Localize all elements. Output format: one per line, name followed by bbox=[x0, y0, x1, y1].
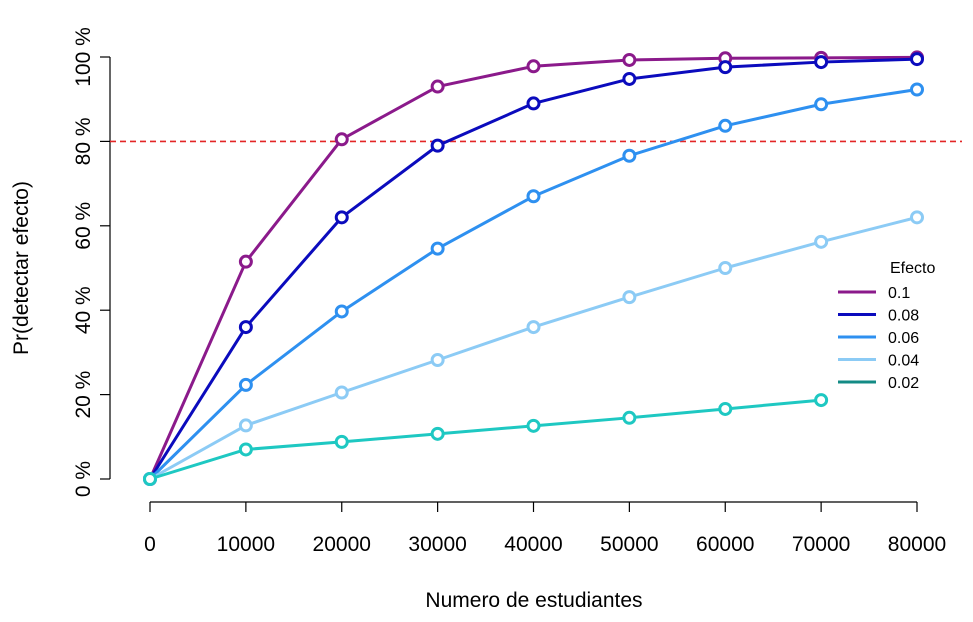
data-point bbox=[718, 401, 733, 416]
data-point bbox=[814, 234, 829, 249]
data-point bbox=[718, 261, 733, 275]
x-tick-label: 30000 bbox=[408, 533, 466, 556]
x-tick-label: 80000 bbox=[888, 533, 946, 556]
data-point bbox=[622, 71, 637, 86]
data-point bbox=[526, 96, 541, 111]
series-line bbox=[149, 215, 918, 481]
series-lines bbox=[148, 55, 918, 481]
data-point bbox=[334, 304, 349, 319]
data-point bbox=[238, 320, 253, 335]
data-point bbox=[334, 210, 349, 225]
y-tick-label: 80 % bbox=[72, 117, 95, 165]
series-points bbox=[143, 50, 924, 486]
legend-title: Efecto bbox=[890, 260, 935, 277]
x-tick-label: 10000 bbox=[217, 533, 275, 556]
legend-label: 0.1 bbox=[888, 285, 910, 302]
x-tick-label: 20000 bbox=[313, 533, 371, 556]
axes: 0 10000 20000 30000 40000 50000 60000 70000 8000… bbox=[72, 27, 962, 556]
data-point bbox=[430, 138, 445, 153]
legend-label: 0.02 bbox=[888, 375, 919, 392]
data-point bbox=[526, 189, 541, 204]
x-tick-label: 50000 bbox=[600, 533, 658, 556]
legend: Efecto 0.1 0.08 0.06 0.04 0.02 bbox=[828, 258, 938, 398]
data-point bbox=[718, 118, 733, 133]
data-point bbox=[814, 55, 829, 70]
series-line bbox=[148, 57, 918, 480]
data-point bbox=[814, 97, 829, 112]
x-tick-label: 40000 bbox=[504, 533, 562, 556]
series-line bbox=[148, 55, 918, 480]
legend-label: 0.04 bbox=[888, 353, 919, 370]
data-point bbox=[334, 385, 349, 400]
data-point bbox=[910, 82, 924, 97]
x-tick-label: 60000 bbox=[696, 533, 754, 556]
data-point bbox=[622, 52, 637, 67]
data-point bbox=[238, 377, 253, 392]
y-tick-label: 40 % bbox=[72, 286, 95, 334]
legend-label: 0.06 bbox=[888, 330, 919, 347]
series-line bbox=[149, 398, 822, 481]
data-point bbox=[430, 241, 445, 256]
data-point bbox=[430, 426, 445, 441]
data-point bbox=[910, 210, 924, 225]
data-point bbox=[238, 418, 253, 433]
x-axis-title: Numero de estudiantes bbox=[425, 589, 642, 612]
data-point bbox=[238, 442, 253, 457]
y-tick-label: 100 % bbox=[72, 27, 95, 87]
data-point bbox=[430, 79, 445, 94]
y-axis-title: Pr(detectar efecto) bbox=[10, 181, 33, 355]
data-point bbox=[814, 393, 829, 408]
data-point bbox=[622, 148, 637, 163]
y-tick-label: 0 % bbox=[72, 461, 95, 497]
data-point bbox=[143, 472, 157, 486]
data-point bbox=[910, 52, 924, 67]
data-point bbox=[334, 132, 349, 147]
data-point bbox=[718, 60, 733, 75]
data-point bbox=[334, 434, 349, 449]
data-point bbox=[238, 254, 253, 269]
data-point bbox=[622, 290, 637, 305]
legend-background bbox=[828, 258, 938, 398]
data-point bbox=[526, 320, 541, 335]
data-point bbox=[430, 352, 445, 367]
x-tick-label: 0 bbox=[144, 533, 156, 556]
data-point bbox=[526, 418, 541, 433]
x-tick-label: 70000 bbox=[792, 533, 850, 556]
y-tick-label: 60 % bbox=[72, 202, 95, 250]
data-point bbox=[622, 410, 637, 425]
data-point bbox=[526, 59, 541, 74]
y-tick-label: 20 % bbox=[72, 371, 95, 419]
legend-label: 0.08 bbox=[888, 308, 919, 325]
